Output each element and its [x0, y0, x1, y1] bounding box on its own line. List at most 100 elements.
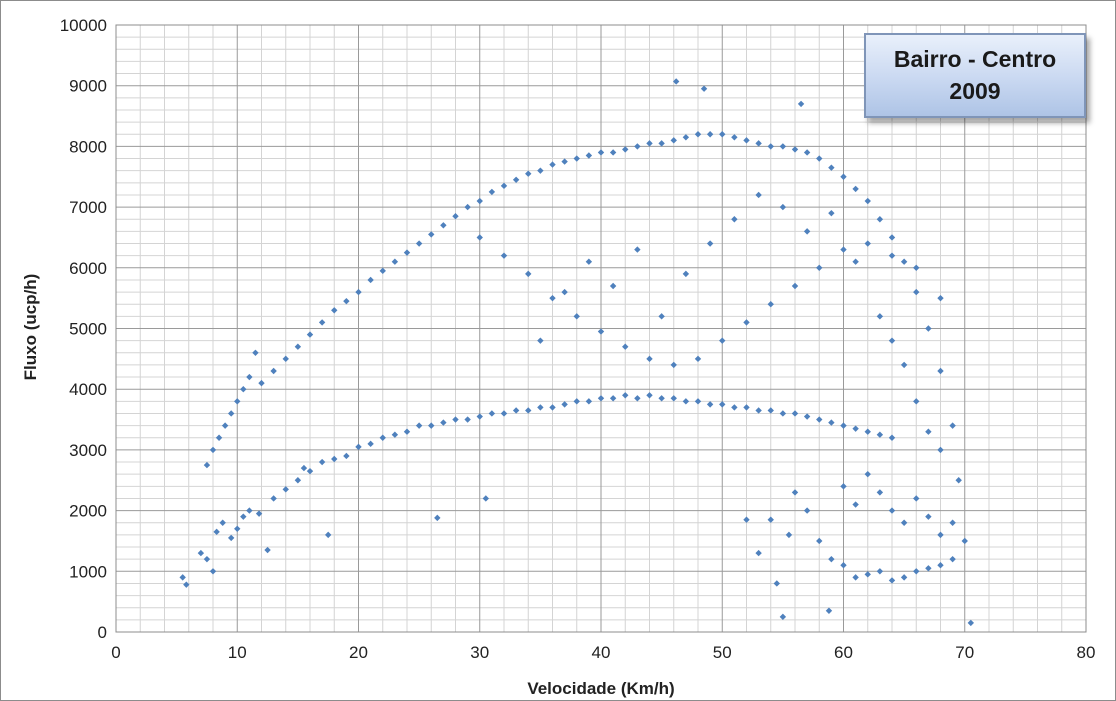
data-point: [258, 379, 265, 387]
data-point: [183, 581, 190, 588]
data-point: [925, 325, 932, 332]
y-tick-label: 0: [98, 623, 107, 642]
data-point: [525, 170, 532, 177]
data-point: [670, 137, 677, 144]
data-point: [318, 319, 326, 326]
data-point: [900, 574, 908, 581]
data-point: [537, 404, 544, 411]
data-point: [464, 416, 471, 423]
data-point: [803, 149, 811, 156]
data-point: [803, 228, 811, 235]
data-point: [488, 188, 496, 196]
x-tick-label: 60: [834, 643, 853, 662]
data-point: [767, 301, 774, 308]
data-point: [852, 185, 859, 193]
data-point: [955, 477, 962, 484]
data-point: [658, 140, 665, 147]
data-point: [585, 258, 593, 265]
data-point: [913, 288, 920, 296]
data-point: [255, 510, 263, 517]
data-point: [888, 234, 896, 241]
y-axis-title: Fluxo (ucp/h): [21, 274, 40, 381]
data-point: [779, 143, 787, 150]
chart-title: Bairro - Centro: [893, 46, 1057, 73]
data-point: [900, 519, 908, 526]
data-point: [597, 328, 605, 335]
data-point: [864, 197, 871, 205]
data-point: [646, 355, 653, 363]
data-point: [646, 140, 653, 147]
data-point: [306, 467, 314, 475]
data-point: [840, 483, 847, 490]
data-point: [646, 392, 653, 399]
data-point: [700, 85, 708, 92]
y-tick-label: 4000: [69, 380, 107, 399]
data-point: [743, 137, 750, 144]
data-point: [525, 407, 532, 414]
y-tick-label: 6000: [69, 259, 107, 278]
data-point: [500, 410, 508, 417]
data-point: [852, 574, 859, 581]
data-point: [743, 319, 750, 326]
data-point: [549, 404, 556, 411]
data-point: [828, 209, 835, 217]
data-point: [925, 565, 932, 572]
data-point: [828, 419, 835, 426]
data-point: [585, 398, 593, 405]
data-point: [622, 392, 629, 399]
data-point: [864, 571, 871, 578]
data-point: [937, 531, 944, 539]
data-point: [452, 213, 459, 220]
data-point: [816, 155, 823, 162]
data-point: [706, 240, 714, 247]
data-point: [755, 407, 762, 414]
data-point: [634, 395, 641, 402]
data-point: [913, 264, 920, 271]
data-point: [549, 161, 556, 168]
y-tick-label: 10000: [60, 16, 107, 35]
data-point: [828, 164, 835, 171]
data-point: [355, 288, 362, 296]
data-point: [876, 431, 884, 438]
data-point: [179, 574, 186, 581]
data-point: [428, 422, 435, 429]
data-point: [434, 514, 441, 522]
data-point: [585, 152, 593, 159]
data-point: [428, 231, 435, 238]
data-point: [743, 404, 750, 411]
data-point: [219, 519, 226, 526]
data-point: [876, 489, 884, 496]
data-point: [949, 555, 956, 563]
data-point: [816, 537, 823, 545]
data-point: [670, 361, 677, 369]
data-point: [634, 246, 641, 253]
data-point: [731, 134, 738, 141]
data-point: [719, 337, 726, 344]
data-point: [900, 361, 908, 369]
x-tick-label: 80: [1077, 643, 1096, 662]
data-point: [355, 443, 362, 451]
data-point: [719, 131, 726, 138]
x-tick-label: 40: [592, 643, 611, 662]
data-point: [791, 410, 799, 417]
data-point: [682, 134, 690, 141]
data-point: [852, 501, 859, 508]
data-point: [537, 337, 544, 344]
data-point: [773, 580, 781, 587]
data-point: [270, 495, 277, 502]
data-point: [213, 528, 220, 536]
data-point: [270, 367, 277, 375]
data-point: [755, 140, 762, 147]
x-tick-label: 0: [111, 643, 120, 662]
data-point: [913, 495, 920, 502]
data-point: [622, 146, 629, 153]
data-point: [452, 416, 459, 423]
data-point: [785, 531, 793, 539]
y-tick-label: 3000: [69, 441, 107, 460]
data-point: [779, 613, 787, 621]
data-point: [512, 407, 520, 414]
data-point: [658, 313, 665, 320]
y-tick-label: 1000: [69, 562, 107, 581]
data-point: [925, 428, 932, 435]
data-point: [500, 182, 508, 190]
